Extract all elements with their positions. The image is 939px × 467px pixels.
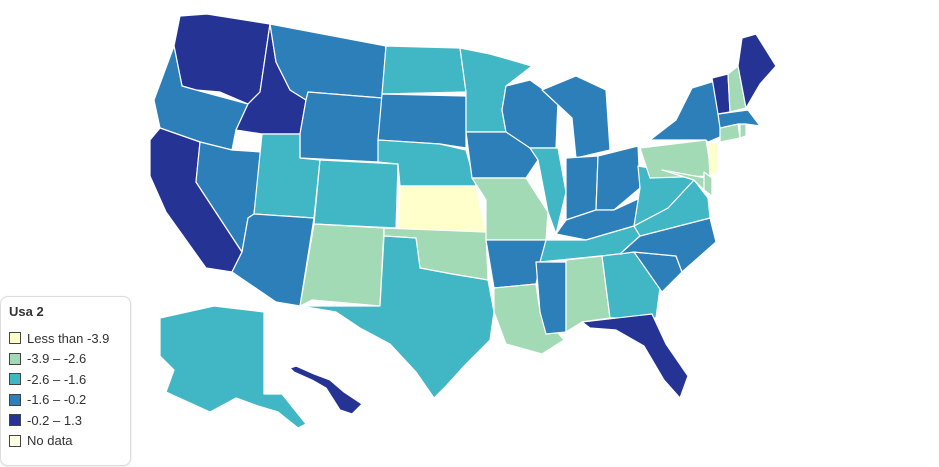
state-me[interactable] [737, 33, 777, 109]
state-tx[interactable] [299, 235, 495, 399]
legend-item[interactable]: -0.2 – 1.3 [9, 410, 122, 431]
state-nj[interactable] [707, 141, 719, 177]
state-md[interactable] [661, 169, 711, 197]
map-legend: Usa 2 Less than -3.9 -3.9 – -2.6 -2.6 – … [0, 296, 131, 466]
state-la[interactable] [493, 283, 565, 355]
state-fl[interactable] [581, 313, 689, 399]
state-sd[interactable] [377, 93, 467, 149]
legend-swatch [9, 332, 21, 345]
legend-item[interactable]: -3.9 – -2.6 [9, 349, 122, 370]
legend-swatch [9, 434, 21, 447]
legend-swatch [9, 414, 21, 427]
state-hi[interactable] [289, 365, 363, 415]
state-nm[interactable] [299, 223, 385, 307]
state-ny[interactable] [649, 79, 723, 143]
legend-label: -0.2 – 1.3 [27, 412, 82, 428]
state-ma[interactable] [717, 109, 761, 129]
legend-label: -2.6 – -1.6 [27, 371, 87, 387]
state-de[interactable] [703, 171, 713, 197]
legend-swatch [9, 352, 21, 365]
state-or[interactable] [153, 45, 249, 151]
state-pa[interactable] [639, 139, 713, 179]
state-mi[interactable] [541, 75, 611, 159]
state-az[interactable] [231, 213, 315, 307]
legend-label: -1.6 – -0.2 [27, 392, 87, 408]
legend-label: No data [27, 433, 73, 449]
state-oh[interactable] [595, 145, 641, 211]
legend-title: Usa 2 [9, 304, 44, 319]
legend-item[interactable]: -1.6 – -0.2 [9, 390, 122, 411]
state-ks[interactable] [397, 185, 487, 233]
legend-swatch [9, 393, 21, 406]
state-wy[interactable] [299, 91, 383, 163]
legend-item[interactable]: No data [9, 431, 122, 452]
state-ms[interactable] [535, 261, 567, 335]
legend-swatch [9, 373, 21, 386]
legend-item[interactable]: Less than -3.9 [9, 328, 122, 349]
legend-label: Less than -3.9 [27, 330, 110, 346]
state-ak[interactable] [159, 305, 307, 429]
legend-item[interactable]: -2.6 – -1.6 [9, 369, 122, 390]
state-ri[interactable] [739, 123, 747, 139]
legend-label: -3.9 – -2.6 [27, 351, 87, 367]
state-co[interactable] [313, 159, 399, 229]
state-nd[interactable] [381, 45, 467, 95]
